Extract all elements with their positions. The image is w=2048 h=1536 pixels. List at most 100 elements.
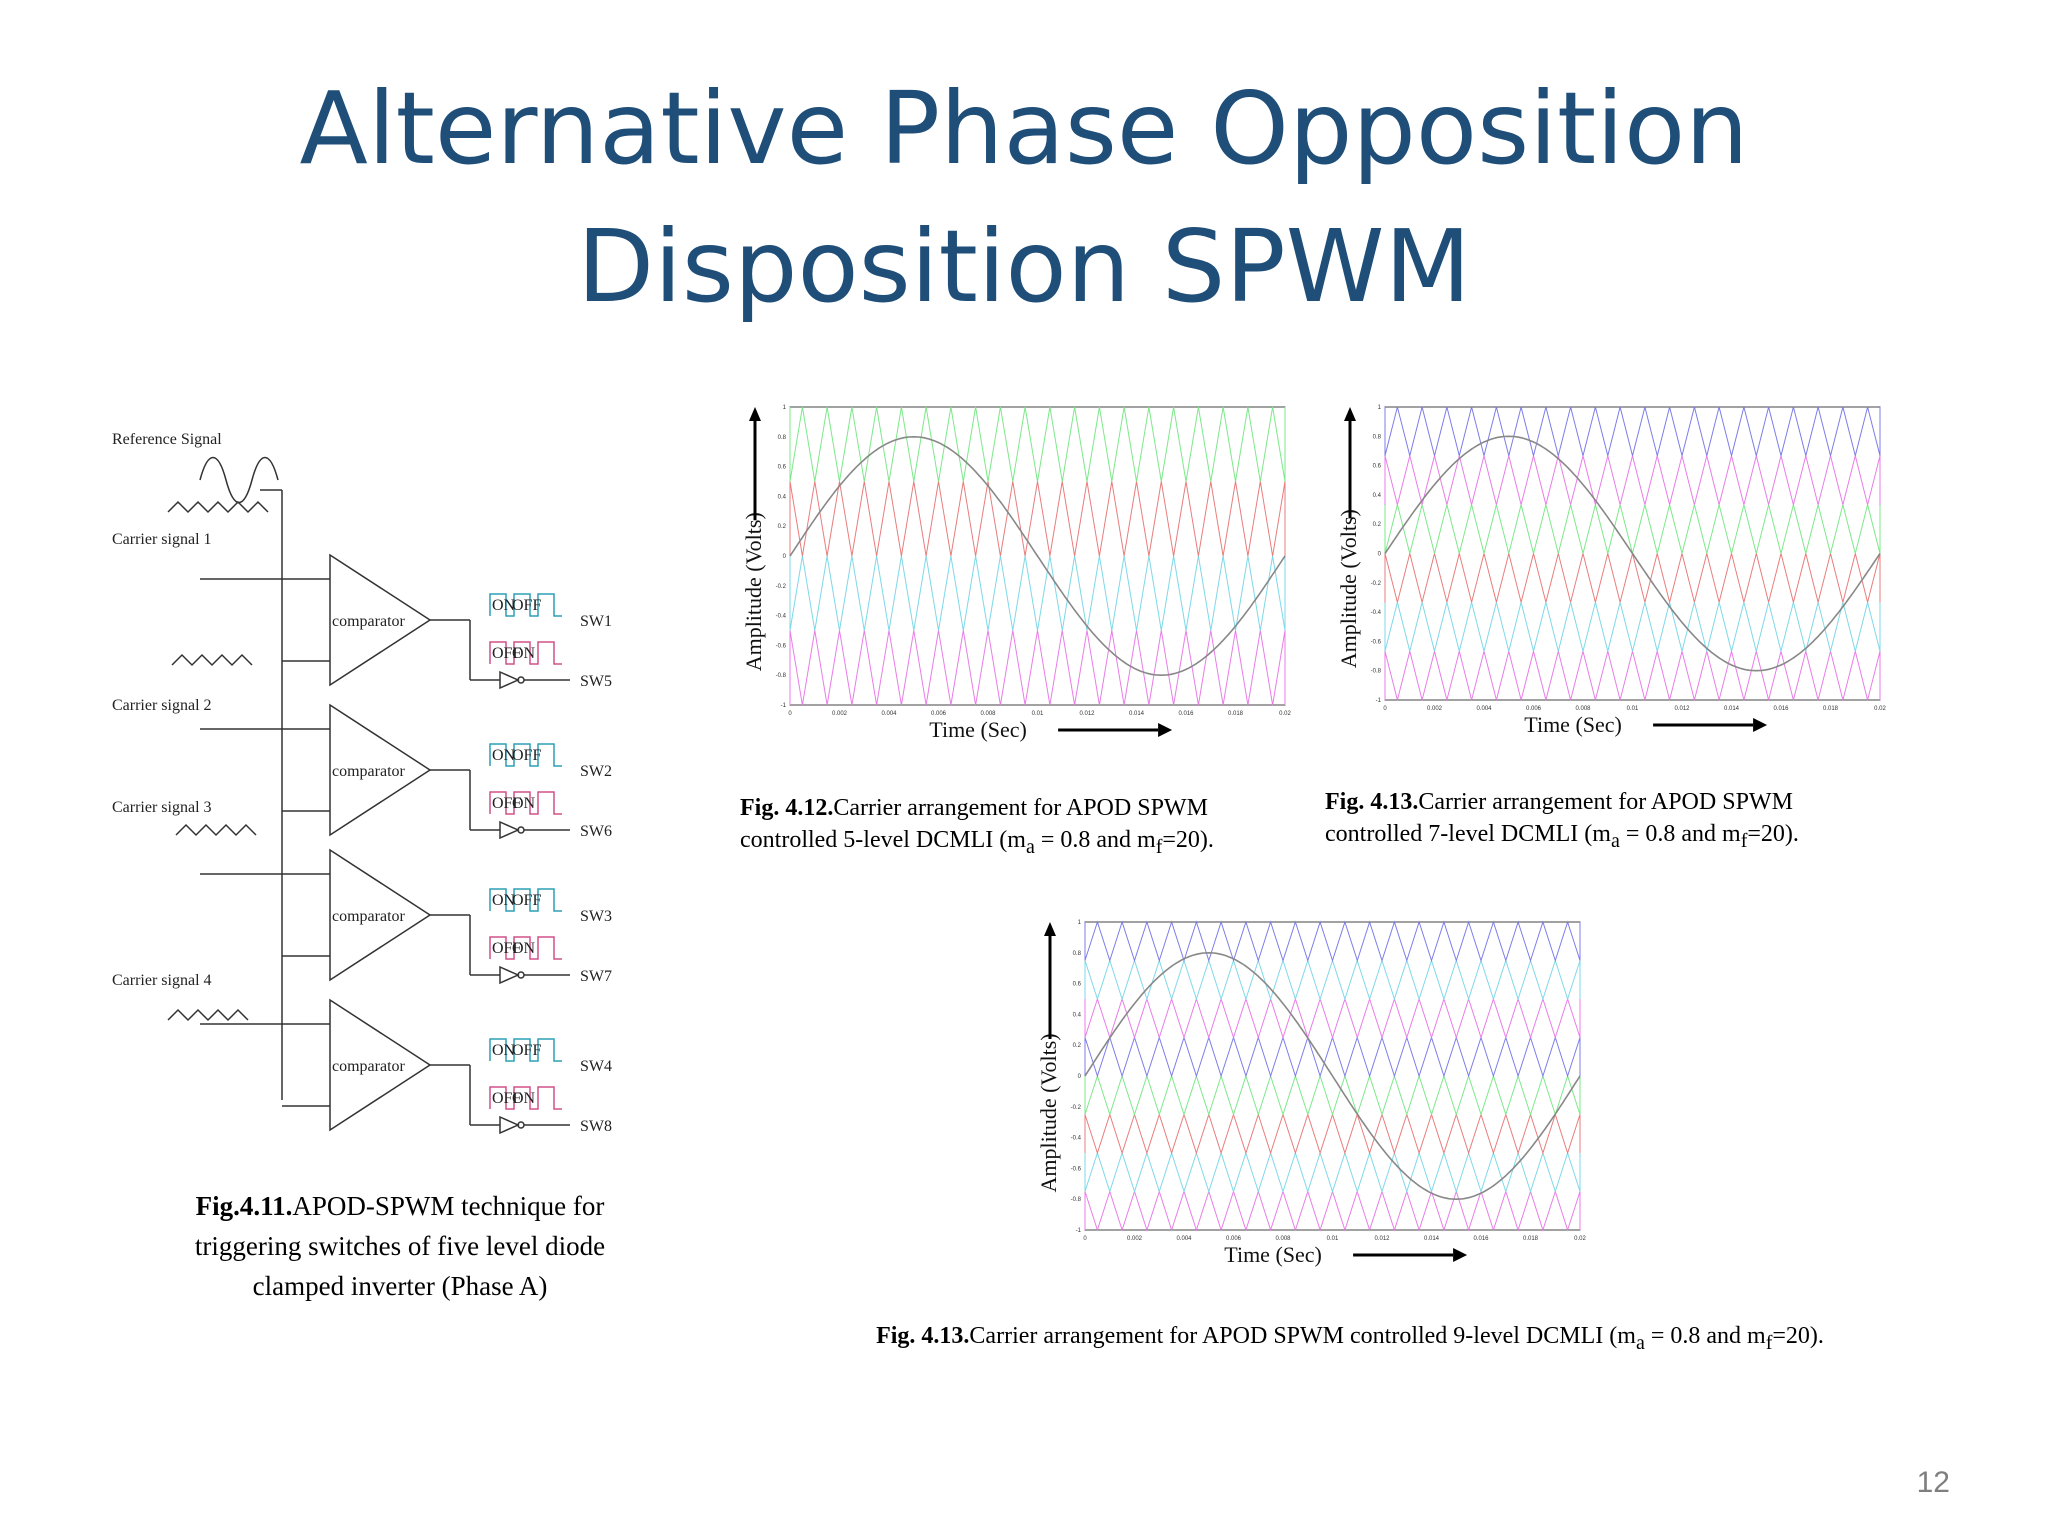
y-tick-label: -0.2 <box>1071 1105 1082 1111</box>
carrier-1-wave <box>167 500 269 514</box>
carrier-signal-3-label: Carrier signal 3 <box>112 799 212 816</box>
carrier-band-8 <box>1084 920 1581 963</box>
x-tick-label: 0.012 <box>1674 706 1690 712</box>
switch-label-sw6: SW6 <box>580 823 612 840</box>
x-tick-label: 0.016 <box>1473 1236 1489 1242</box>
x-tick-label: 0.008 <box>1575 706 1591 712</box>
switch-label-sw3: SW3 <box>580 908 612 925</box>
x-tick-label: 0.008 <box>1275 1236 1291 1242</box>
pulse-off-label-inv-2: OFF <box>492 795 521 812</box>
y-axis-label: Amplitude (Volts) <box>1340 509 1361 668</box>
y-tick-label: 1 <box>783 405 787 411</box>
y-tick-label: -0.6 <box>1071 1166 1082 1172</box>
pulse-train-sw4 <box>489 1038 562 1062</box>
inverter-3 <box>499 965 520 985</box>
x-tick-label: 0.01 <box>1032 711 1044 717</box>
carrier-2-wave <box>171 653 253 667</box>
x-tick-label: 0.006 <box>931 711 947 717</box>
switch-label-sw1: SW1 <box>580 613 612 630</box>
x-tick-label: 0.002 <box>1427 706 1443 712</box>
pulse-on-label-2: ON <box>492 747 516 764</box>
inverter-2 <box>499 820 520 840</box>
x-tick-label: 0.012 <box>1079 711 1095 717</box>
comparator-3 <box>329 848 432 982</box>
y-tick-label: -0.8 <box>1071 1197 1082 1203</box>
y-axis-arrowhead <box>1344 407 1356 421</box>
inverter-1 <box>499 670 520 690</box>
caption-fig-4-13-7level-label: Fig. 4.13. <box>1325 789 1419 815</box>
x-tick-label: 0.002 <box>832 711 848 717</box>
x-axis-arrowhead <box>1753 718 1768 732</box>
caption-fig-4-13-9level-sub-f: f <box>1765 1331 1773 1354</box>
caption-fig-4-12-text: Carrier arrangement for APOD SPWM contro… <box>740 795 1208 853</box>
reference-signal-wave <box>199 457 279 503</box>
y-tick-label: 0.8 <box>1373 434 1382 440</box>
y-axis-arrowhead <box>1044 922 1056 936</box>
comparator-1 <box>329 553 432 687</box>
pulse-off-label-inv-3: OFF <box>492 940 521 957</box>
x-tick-label: 0.018 <box>1823 706 1839 712</box>
comparator-4 <box>329 998 432 1132</box>
y-tick-label: -0.8 <box>776 673 787 679</box>
comparator-4-label: comparator <box>332 1058 406 1075</box>
y-tick-label: -0.6 <box>1371 639 1382 645</box>
x-axis-label: Time (Sec) <box>929 717 1027 742</box>
x-tick-label: 0.018 <box>1228 711 1244 717</box>
slide-title-line-2: Disposition SPWM <box>577 208 1471 325</box>
carrier-3-wave <box>175 823 257 837</box>
x-tick-label: 0 <box>788 711 792 717</box>
pulse-on-label-inv-3: ON <box>512 940 536 957</box>
x-tick-label: 0.008 <box>980 711 996 717</box>
switch-label-sw2: SW2 <box>580 763 612 780</box>
caption-fig-4-11-label: Fig.4.11. <box>195 1191 293 1221</box>
pulse-on-label-inv-1: ON <box>512 645 536 662</box>
switch-label-sw7: SW7 <box>580 968 612 985</box>
y-tick-label: 0.6 <box>1073 982 1082 988</box>
carrier-band-6 <box>1384 406 1881 456</box>
slide-title-line-1: Alternative Phase Opposition <box>299 70 1749 187</box>
x-tick-label: 0.02 <box>1574 1236 1586 1242</box>
y-tick-label: 0.8 <box>778 435 787 441</box>
x-tick-label: 0.01 <box>1327 1236 1339 1242</box>
chart-5-level: 0 0.002 0.004 0.006 0.008 0.01 0.012 0.014 0.016… <box>745 405 1291 742</box>
y-tick-label: -0.6 <box>776 643 787 649</box>
pulse-on-label-1: ON <box>492 597 516 614</box>
y-tick-label: -1 <box>1076 1228 1082 1234</box>
switch-label-sw8: SW8 <box>580 1118 612 1135</box>
caption-fig-4-12: Fig. 4.12.Carrier arrangement for APOD S… <box>740 792 1300 863</box>
reference-signal-label: Reference Signal <box>112 431 222 448</box>
y-tick-label: -0.4 <box>1371 610 1382 616</box>
apod-block-diagram: Reference Signal Carrier signal 1 Carrier … <box>112 431 612 1135</box>
y-tick-label: 0.6 <box>1373 464 1382 470</box>
pulse-train-sw3 <box>489 888 562 912</box>
comparator-2 <box>329 703 432 837</box>
y-axis-label: Amplitude (Volts) <box>745 512 766 671</box>
x-tick-label: 0.014 <box>1724 706 1740 712</box>
caption-fig-4-13-7level-text: Carrier arrangement for APOD SPWM contro… <box>1325 789 1793 847</box>
caption-fig-4-13-9level-label: Fig. 4.13. <box>876 1323 970 1349</box>
caption-fig-4-12-sub-a: a <box>1025 835 1035 858</box>
y-tick-label: 1 <box>1078 920 1082 926</box>
chart-9-level: 0 0.002 0.004 0.006 0.008 0.01 0.012 0.014 0.016… <box>1040 920 1586 1267</box>
pulse-off-label-3: OFF <box>512 892 541 909</box>
caption-fig-4-13-7level: Fig. 4.13.Carrier arrangement for APOD S… <box>1325 786 1885 857</box>
reference-sine <box>1384 435 1881 672</box>
pulse-off-label-2: OFF <box>512 747 541 764</box>
x-tick-label: 0.018 <box>1523 1236 1539 1242</box>
reference-sine <box>1084 951 1581 1201</box>
pulse-train-sw6 <box>489 791 562 815</box>
y-axis-label: Amplitude (Volts) <box>1040 1033 1061 1192</box>
inverter-4 <box>499 1115 520 1135</box>
y-tick-label: 0.2 <box>1073 1043 1082 1049</box>
x-tick-label: 0.006 <box>1526 706 1542 712</box>
caption-fig-4-13-7level-text-2: = 0.8 and m <box>1619 821 1741 847</box>
y-tick-label: 0.4 <box>1073 1012 1082 1018</box>
y-tick-label: 0 <box>1378 552 1382 558</box>
y-tick-label: 0.4 <box>1373 493 1382 499</box>
y-tick-label: -0.2 <box>1371 581 1382 587</box>
pulse-on-label-3: ON <box>492 892 516 909</box>
pulse-on-label-inv-4: ON <box>512 1090 536 1107</box>
x-tick-label: 0.014 <box>1424 1236 1440 1242</box>
chart-7-level: 0 0.002 0.004 0.006 0.008 0.01 0.012 0.014 0.016… <box>1340 405 1886 737</box>
x-tick-label: 0.02 <box>1874 706 1886 712</box>
